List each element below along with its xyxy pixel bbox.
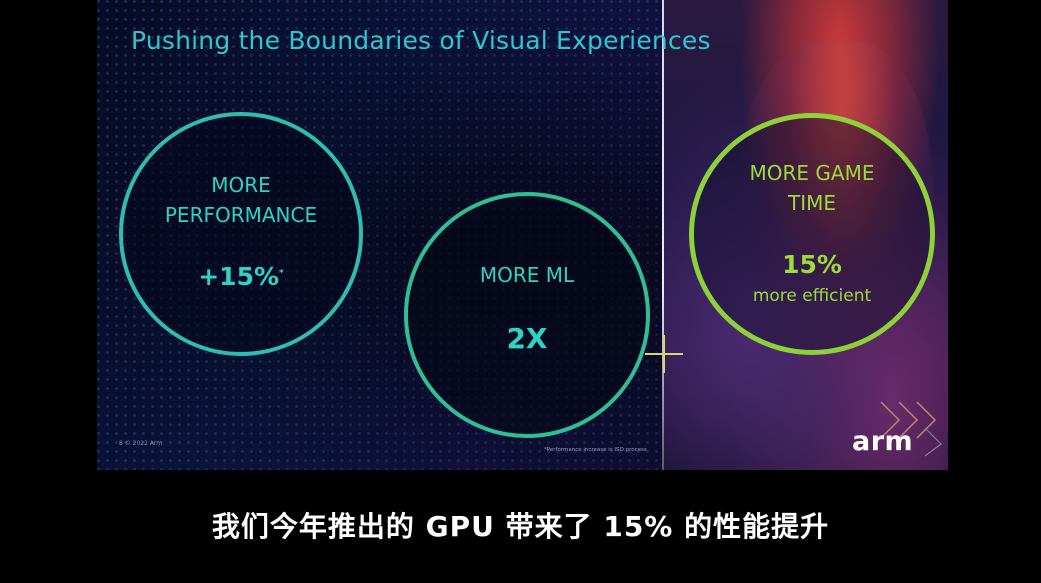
vertical-divider <box>662 0 664 470</box>
performance-label-line2: PERFORMANCE <box>164 203 318 227</box>
ml-label: MORE ML <box>479 263 575 287</box>
performance-label: MORE PERFORMANCE <box>123 170 359 230</box>
performance-label-line1: MORE <box>211 173 271 197</box>
ml-value: 2X <box>506 322 548 355</box>
chevron-arrows-icon <box>880 401 942 457</box>
game-time-label-line1: MORE GAME <box>749 161 875 185</box>
performance-value-text: +15% <box>198 262 280 291</box>
arm-logo: arm <box>852 426 914 457</box>
performance-circle: MORE PERFORMANCE +15%* <box>119 112 363 356</box>
footnote-mark: * <box>279 268 284 279</box>
footnote-text: *Performance increase is ISO process <box>544 447 647 453</box>
game-time-sub: more efficient <box>752 286 872 306</box>
ml-circle: MORE ML 2X <box>404 192 650 438</box>
game-time-label-line2: TIME <box>787 191 836 215</box>
game-time-value: 15% <box>782 250 842 279</box>
slide-title: Pushing the Boundaries of Visual Experie… <box>131 26 711 55</box>
game-time-circle: MORE GAME TIME 15% more efficient <box>689 113 935 355</box>
game-time-label: MORE GAME TIME <box>694 158 930 218</box>
presentation-slide: Pushing the Boundaries of Visual Experie… <box>97 0 948 470</box>
video-caption: 我们今年推出的 GPU 带来了 15% 的性能提升 <box>211 510 830 543</box>
crosshair-vertical <box>663 335 665 373</box>
slide-footer: 8 © 2022 Arm <box>119 440 163 447</box>
performance-value: +15%* <box>123 262 359 291</box>
